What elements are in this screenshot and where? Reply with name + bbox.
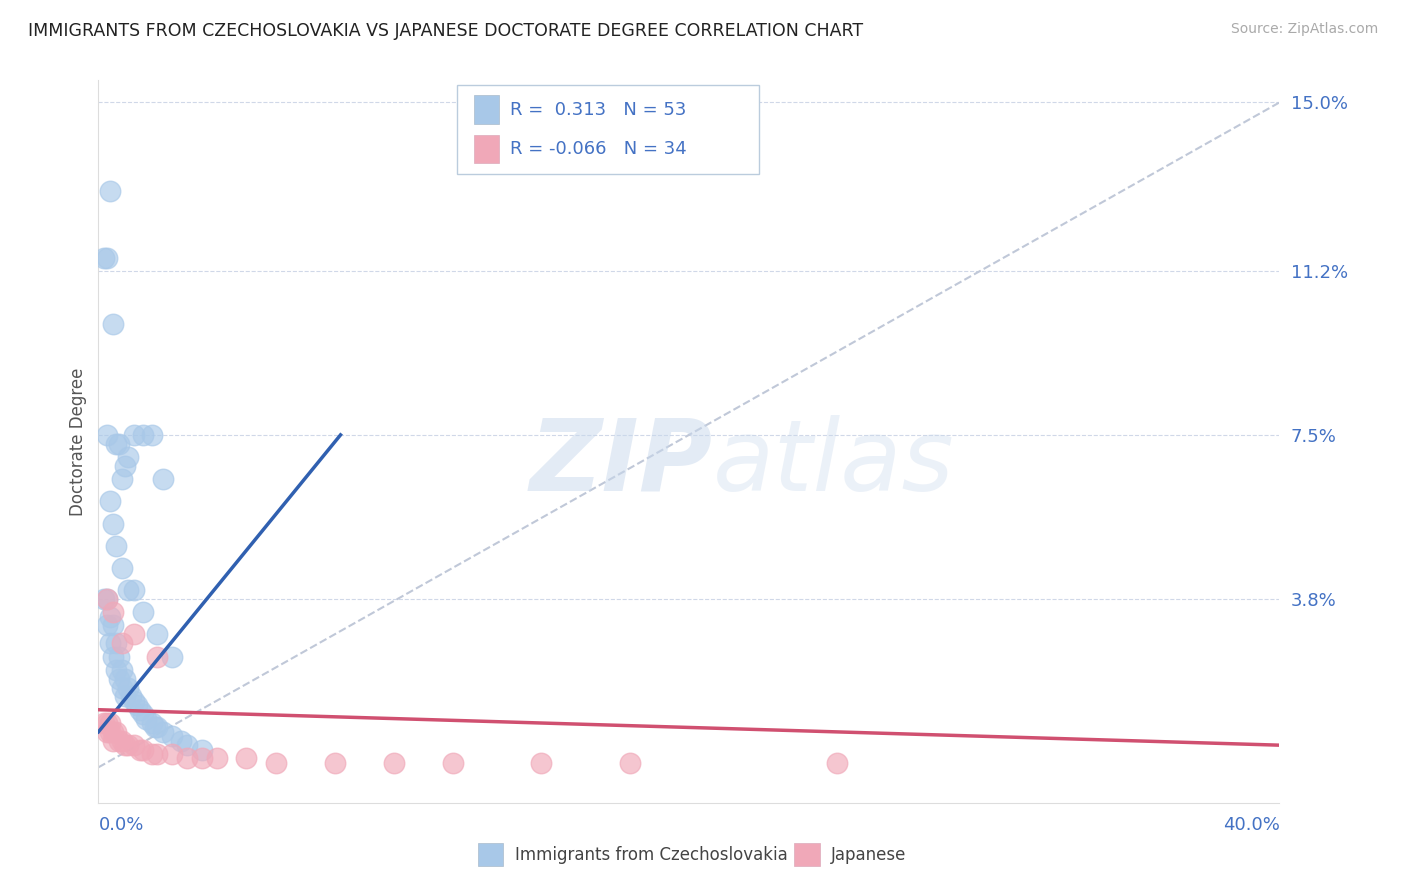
Point: [98, 494, 121, 508]
Point: [128, 742, 150, 756]
Point: [619, 756, 641, 770]
Point: [105, 436, 128, 450]
Point: [205, 751, 228, 765]
Point: [141, 428, 163, 442]
Text: atlas: atlas: [713, 415, 955, 512]
Point: [96, 724, 118, 739]
Point: [146, 721, 169, 735]
Point: [176, 751, 198, 765]
Point: [122, 694, 145, 708]
Point: [108, 733, 131, 747]
Point: [382, 756, 405, 770]
Point: [98, 716, 121, 731]
Text: 0.0%: 0.0%: [98, 816, 143, 834]
Point: [135, 712, 157, 726]
Point: [93, 716, 115, 731]
Text: Source: ZipAtlas.com: Source: ZipAtlas.com: [1230, 22, 1378, 37]
Point: [141, 716, 163, 731]
Point: [122, 627, 145, 641]
Point: [114, 458, 136, 473]
Point: [235, 751, 257, 765]
Point: [105, 724, 128, 739]
Text: R = -0.066   N = 34: R = -0.066 N = 34: [510, 140, 688, 158]
Point: [114, 690, 136, 704]
Point: [141, 747, 163, 761]
Point: [103, 516, 125, 531]
Point: [162, 747, 183, 761]
Point: [98, 636, 121, 650]
Point: [96, 716, 118, 731]
Point: [98, 609, 121, 624]
Point: [108, 649, 131, 664]
Point: [152, 724, 174, 739]
Point: [191, 751, 214, 765]
Point: [114, 738, 136, 752]
Text: Immigrants from Czechoslovakia: Immigrants from Czechoslovakia: [515, 846, 787, 863]
Point: [93, 591, 115, 606]
Point: [132, 707, 155, 722]
Point: [132, 428, 155, 442]
Point: [146, 747, 169, 761]
Text: Japanese: Japanese: [831, 846, 907, 863]
Point: [111, 681, 134, 695]
Point: [93, 251, 115, 265]
Point: [103, 733, 125, 747]
Point: [125, 698, 148, 713]
Point: [191, 742, 214, 756]
Point: [111, 472, 134, 486]
Point: [98, 184, 121, 198]
Point: [96, 251, 118, 265]
Point: [103, 317, 125, 331]
Point: [117, 681, 139, 695]
Point: [162, 729, 183, 743]
Point: [111, 733, 134, 747]
Point: [108, 672, 131, 686]
Point: [441, 756, 464, 770]
Point: [103, 605, 125, 619]
Point: [132, 742, 155, 756]
Point: [105, 539, 128, 553]
Point: [103, 618, 125, 632]
Point: [103, 649, 125, 664]
Point: [825, 756, 848, 770]
Point: [103, 724, 125, 739]
Point: [111, 636, 134, 650]
Text: ZIP: ZIP: [530, 415, 713, 512]
Point: [122, 738, 145, 752]
Point: [132, 605, 155, 619]
Point: [152, 472, 174, 486]
Point: [323, 756, 346, 770]
Point: [117, 738, 139, 752]
Point: [530, 756, 553, 770]
Point: [98, 724, 121, 739]
Point: [264, 756, 287, 770]
Point: [122, 428, 145, 442]
Point: [111, 663, 134, 677]
Text: R =  0.313   N = 53: R = 0.313 N = 53: [510, 101, 686, 119]
Point: [111, 561, 134, 575]
Point: [108, 436, 131, 450]
Point: [143, 721, 166, 735]
Point: [114, 672, 136, 686]
Point: [105, 663, 128, 677]
Point: [105, 636, 128, 650]
Point: [146, 649, 169, 664]
Y-axis label: Doctorate Degree: Doctorate Degree: [69, 368, 87, 516]
Point: [170, 733, 193, 747]
Point: [117, 582, 139, 597]
Text: IMMIGRANTS FROM CZECHOSLOVAKIA VS JAPANESE DOCTORATE DEGREE CORRELATION CHART: IMMIGRANTS FROM CZECHOSLOVAKIA VS JAPANE…: [28, 22, 863, 40]
Point: [146, 627, 169, 641]
Point: [128, 703, 150, 717]
Point: [96, 618, 118, 632]
Point: [96, 591, 118, 606]
Point: [162, 649, 183, 664]
Point: [176, 738, 198, 752]
Text: 40.0%: 40.0%: [1223, 816, 1279, 834]
Point: [120, 690, 142, 704]
Point: [122, 582, 145, 597]
Point: [96, 428, 118, 442]
Point: [96, 591, 118, 606]
Point: [117, 450, 139, 464]
